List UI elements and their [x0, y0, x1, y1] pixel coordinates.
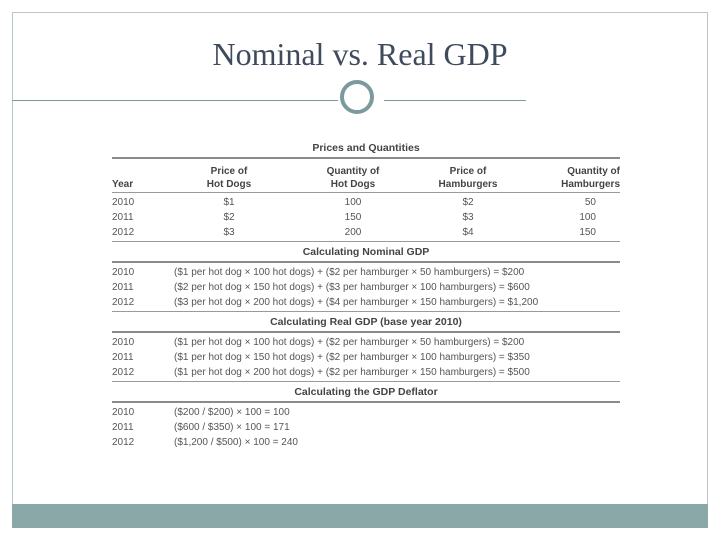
table-cell: $2	[223, 212, 235, 223]
price-rows: 2010 $1 100 $2 50 2011 $2 150 $3 100 2012 $3 200 $4 15…	[112, 195, 620, 240]
table-cell: ($3 per hot dog × 200 hot dogs) + ($4 pe…	[174, 297, 539, 308]
table-cell: ($1 per hot dog × 200 hot dogs) + ($2 pe…	[174, 367, 530, 378]
section-title-nominal: Calculating Nominal GDP	[302, 246, 430, 258]
header-cell: Price of Hamburgers	[438, 166, 498, 190]
table-cell: 100	[579, 212, 596, 223]
table-cell: 2010	[112, 197, 135, 208]
header-cell: Quantity of Hamburgers	[561, 166, 620, 190]
table-cell: $3	[223, 227, 235, 238]
table-cell: $1	[223, 197, 235, 208]
header-cell: Quantity of Hot Dogs	[326, 166, 380, 190]
real-rows: 2010 ($1 per hot dog × 100 hot dogs) + ($…	[112, 335, 620, 380]
nominal-row: 2011 ($2 per hot dog × 150 hot dogs) + ($…	[112, 280, 620, 295]
table-cell: 150	[579, 227, 596, 238]
title-rule-left	[12, 100, 338, 101]
table-cell: ($1 per hot dog × 100 hot dogs) + ($2 pe…	[174, 267, 525, 278]
table-cell: 2011	[112, 282, 134, 293]
table-cell: 100	[344, 197, 362, 208]
title-rule-right	[384, 100, 526, 101]
divider	[112, 311, 620, 312]
divider	[112, 261, 620, 263]
header-cell: Price of Hot Dogs	[206, 166, 252, 190]
table-cell: $2	[462, 197, 474, 208]
price-row: 2011 $2 150 $3 100	[112, 210, 620, 225]
slide-title: Nominal vs. Real GDP	[212, 36, 508, 72]
table-cell: ($600 / $350) × 100 = 171	[174, 422, 290, 433]
table-cell: ($1,200 / $500) × 100 = 240	[174, 437, 298, 448]
nominal-row: 2012 ($3 per hot dog × 200 hot dogs) + ($…	[112, 295, 620, 310]
table-cell: 2012	[112, 367, 135, 378]
divider	[112, 381, 620, 382]
price-row: 2010 $1 100 $2 50	[112, 195, 620, 210]
table-cell: ($1 per hot dog × 150 hot dogs) + ($2 pe…	[174, 352, 530, 363]
real-row: 2011 ($1 per hot dog × 150 hot dogs) + ($…	[112, 350, 620, 365]
table-cell: 2012	[112, 227, 135, 238]
table-cell: 2012	[112, 437, 135, 448]
footer-bar	[12, 504, 708, 528]
nominal-rows: 2010 ($1 per hot dog × 100 hot dogs) + ($…	[112, 265, 620, 310]
table-cell: 2010	[112, 337, 135, 348]
deflator-row: 2012 ($1,200 / $500) × 100 = 240	[112, 435, 620, 450]
table-cell: 2011	[112, 352, 134, 363]
real-row: 2010 ($1 per hot dog × 100 hot dogs) + ($…	[112, 335, 620, 350]
table-cell: ($1 per hot dog × 100 hot dogs) + ($2 pe…	[174, 337, 525, 348]
divider	[112, 331, 620, 333]
circle-ornament-icon	[340, 80, 374, 114]
table-cell: 150	[344, 212, 362, 223]
table-cell: 2010	[112, 267, 135, 278]
real-row: 2012 ($1 per hot dog × 200 hot dogs) + ($…	[112, 365, 620, 380]
divider	[112, 401, 620, 403]
nominal-row: 2010 ($1 per hot dog × 100 hot dogs) + ($…	[112, 265, 620, 280]
deflator-rows: 2010 ($200 / $200) × 100 = 100 2011 ($600 /…	[112, 405, 620, 450]
section-title-real: Calculating Real GDP (base year 2010)	[270, 316, 462, 328]
table-cell: 50	[584, 197, 596, 208]
table-cell: 2012	[112, 297, 135, 308]
divider	[112, 241, 620, 242]
table-cell: 200	[344, 227, 362, 238]
table-cell: 2011	[112, 422, 134, 433]
section-title-deflator: Calculating the GDP Deflator	[294, 386, 438, 398]
table-cell: $3	[462, 212, 474, 223]
table-cell: 2010	[112, 407, 135, 418]
divider	[112, 157, 620, 159]
deflator-row: 2010 ($200 / $200) × 100 = 100	[112, 405, 620, 420]
price-row: 2012 $3 200 $4 150	[112, 225, 620, 240]
table-cell: ($2 per hot dog × 150 hot dogs) + ($3 pe…	[174, 282, 530, 293]
table-cell: ($200 / $200) × 100 = 100	[174, 407, 290, 418]
deflator-row: 2011 ($600 / $350) × 100 = 171	[112, 420, 620, 435]
gdp-table: Prices and Quantities Year Price of Hot D…	[112, 140, 620, 450]
divider	[112, 192, 620, 193]
table-cell: $4	[462, 227, 474, 238]
table-header: Year Price of Hot Dogs Quantity of Hot Dog…	[112, 161, 620, 191]
header-cell: Year	[112, 179, 134, 190]
section-title-prices: Prices and Quantities	[312, 142, 420, 154]
table-cell: 2011	[112, 212, 134, 223]
